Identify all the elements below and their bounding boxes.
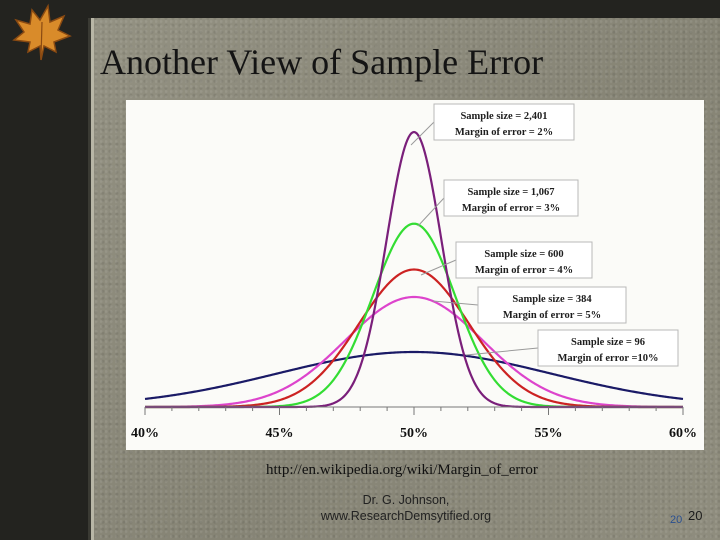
callout-moe-2: Sample size = 2,401 Margin of error = 2% [410,103,575,146]
callout-sample-size: Sample size = 1,067 [467,187,554,198]
x-tick-label: 45% [266,426,294,441]
footer-author: Dr. G. Johnson, www.ResearchDemsytified.… [290,492,522,524]
callout-moe-3: Sample size = 1,067 Margin of error = 3% [417,179,579,227]
page-number: 20 [688,508,703,523]
curve-moe-5 [145,295,683,409]
left-decor-band [0,0,94,540]
callout-margin-of-error: Margin of error = 4% [475,265,573,276]
callout-sample-size: Sample size = 96 [571,337,645,348]
callout-leader [420,259,457,276]
curve-moe-10 [144,350,684,401]
callout-margin-of-error: Margin of error = 2% [455,127,553,138]
chart-area: 40% 45% 50% 55% 60% Sample size = 2,401 Margi… [126,100,704,450]
callout-box [477,286,627,324]
callout-box [443,179,579,217]
callout-margin-of-error: Margin of error = 3% [462,203,560,214]
footer-author-website: www.ResearchDemsytified.org [320,509,492,523]
source-link[interactable]: http://en.wikipedia.org/wiki/Margin_of_e… [266,462,538,478]
footer-author-name: Dr. G. Johnson, [362,493,450,507]
callout-margin-of-error: Margin of error = 5% [503,310,601,321]
callout-leader [417,197,445,227]
normal-curves-chart: 40% 45% 50% 55% 60% Sample size = 2,401 Margi… [131,103,697,441]
callout-sample-size: Sample size = 384 [512,294,592,305]
slide-title: Another View of Sample Error [100,42,544,82]
callout-box [433,103,575,141]
x-tick-label: 40% [131,426,159,441]
callout-box [455,241,593,279]
callout-sample-size: Sample size = 2,401 [460,111,547,122]
callout-moe-4: Sample size = 600 Margin of error = 4% [420,241,593,279]
callout-leader [465,347,539,356]
maple-leaf-icon [12,3,72,61]
page-number-small: 20 [670,514,683,526]
callout-margin-of-error: Margin of error =10% [558,353,659,364]
x-tick-label: 50% [400,426,428,441]
callout-moe-10: Sample size = 96 Margin of error =10% [465,329,679,367]
callout-leader [410,121,435,146]
callout-moe-5: Sample size = 384 Margin of error = 5% [432,286,627,324]
callout-box [537,329,679,367]
x-tick-label: 55% [535,426,563,441]
top-decor-band [88,0,720,18]
callout-leader [432,300,479,306]
callout-sample-size: Sample size = 600 [484,249,563,260]
x-tick-label: 60% [669,426,697,441]
